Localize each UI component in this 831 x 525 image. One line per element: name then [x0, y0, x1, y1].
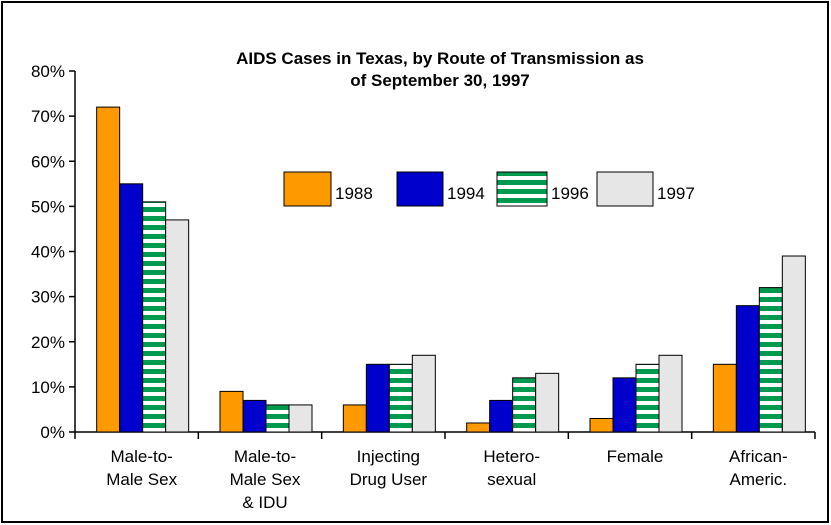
bar — [411, 354, 436, 433]
bar — [142, 201, 167, 433]
bar — [219, 390, 244, 433]
bar — [119, 183, 144, 433]
bar — [589, 417, 614, 433]
legend-label: 1997 — [657, 184, 695, 203]
y-tick-label: 0% — [40, 423, 65, 442]
bar — [635, 363, 660, 433]
bar — [712, 363, 737, 433]
x-tick-label: Hetero-sexual — [483, 447, 540, 489]
x-tick-label: Male-to-Male Sex — [106, 447, 177, 489]
legend-swatch — [596, 171, 654, 207]
bar — [758, 287, 783, 433]
bar — [365, 363, 390, 433]
bar — [342, 404, 367, 433]
y-tick-label: 20% — [31, 333, 65, 352]
bar — [735, 305, 760, 433]
bar — [466, 422, 491, 433]
bar — [265, 404, 290, 433]
y-tick-label: 70% — [31, 107, 65, 126]
bar — [242, 399, 267, 433]
bar — [612, 377, 637, 433]
x-tick-label: African-Americ. — [729, 447, 788, 489]
legend-label: 1996 — [551, 184, 589, 203]
y-tick-label: 10% — [31, 378, 65, 397]
y-tick-label: 60% — [31, 152, 65, 171]
legend-label: 1994 — [447, 184, 485, 203]
legend-swatch — [496, 171, 548, 207]
chart-title: AIDS Cases in Texas, by Route of Transmi… — [236, 49, 644, 90]
bar — [489, 399, 514, 433]
x-tick-label: Female — [607, 447, 664, 466]
bar — [535, 372, 560, 433]
x-tick-label: Injecting Drug User — [350, 447, 428, 489]
bar — [658, 354, 683, 433]
bar — [288, 404, 313, 433]
legend-swatch — [396, 171, 444, 207]
bar — [388, 363, 413, 433]
bar — [96, 106, 121, 433]
legend-label: 1988 — [335, 184, 373, 203]
y-tick-label: 50% — [31, 197, 65, 216]
legend-swatch — [283, 171, 332, 207]
bar — [781, 255, 806, 433]
y-tick-label: 40% — [31, 243, 65, 262]
bar — [512, 377, 537, 433]
y-tick-label: 30% — [31, 288, 65, 307]
bar — [165, 219, 190, 433]
x-tick-label: Male-to-Male Sex & IDU — [230, 447, 301, 512]
y-tick-label: 80% — [31, 62, 65, 81]
